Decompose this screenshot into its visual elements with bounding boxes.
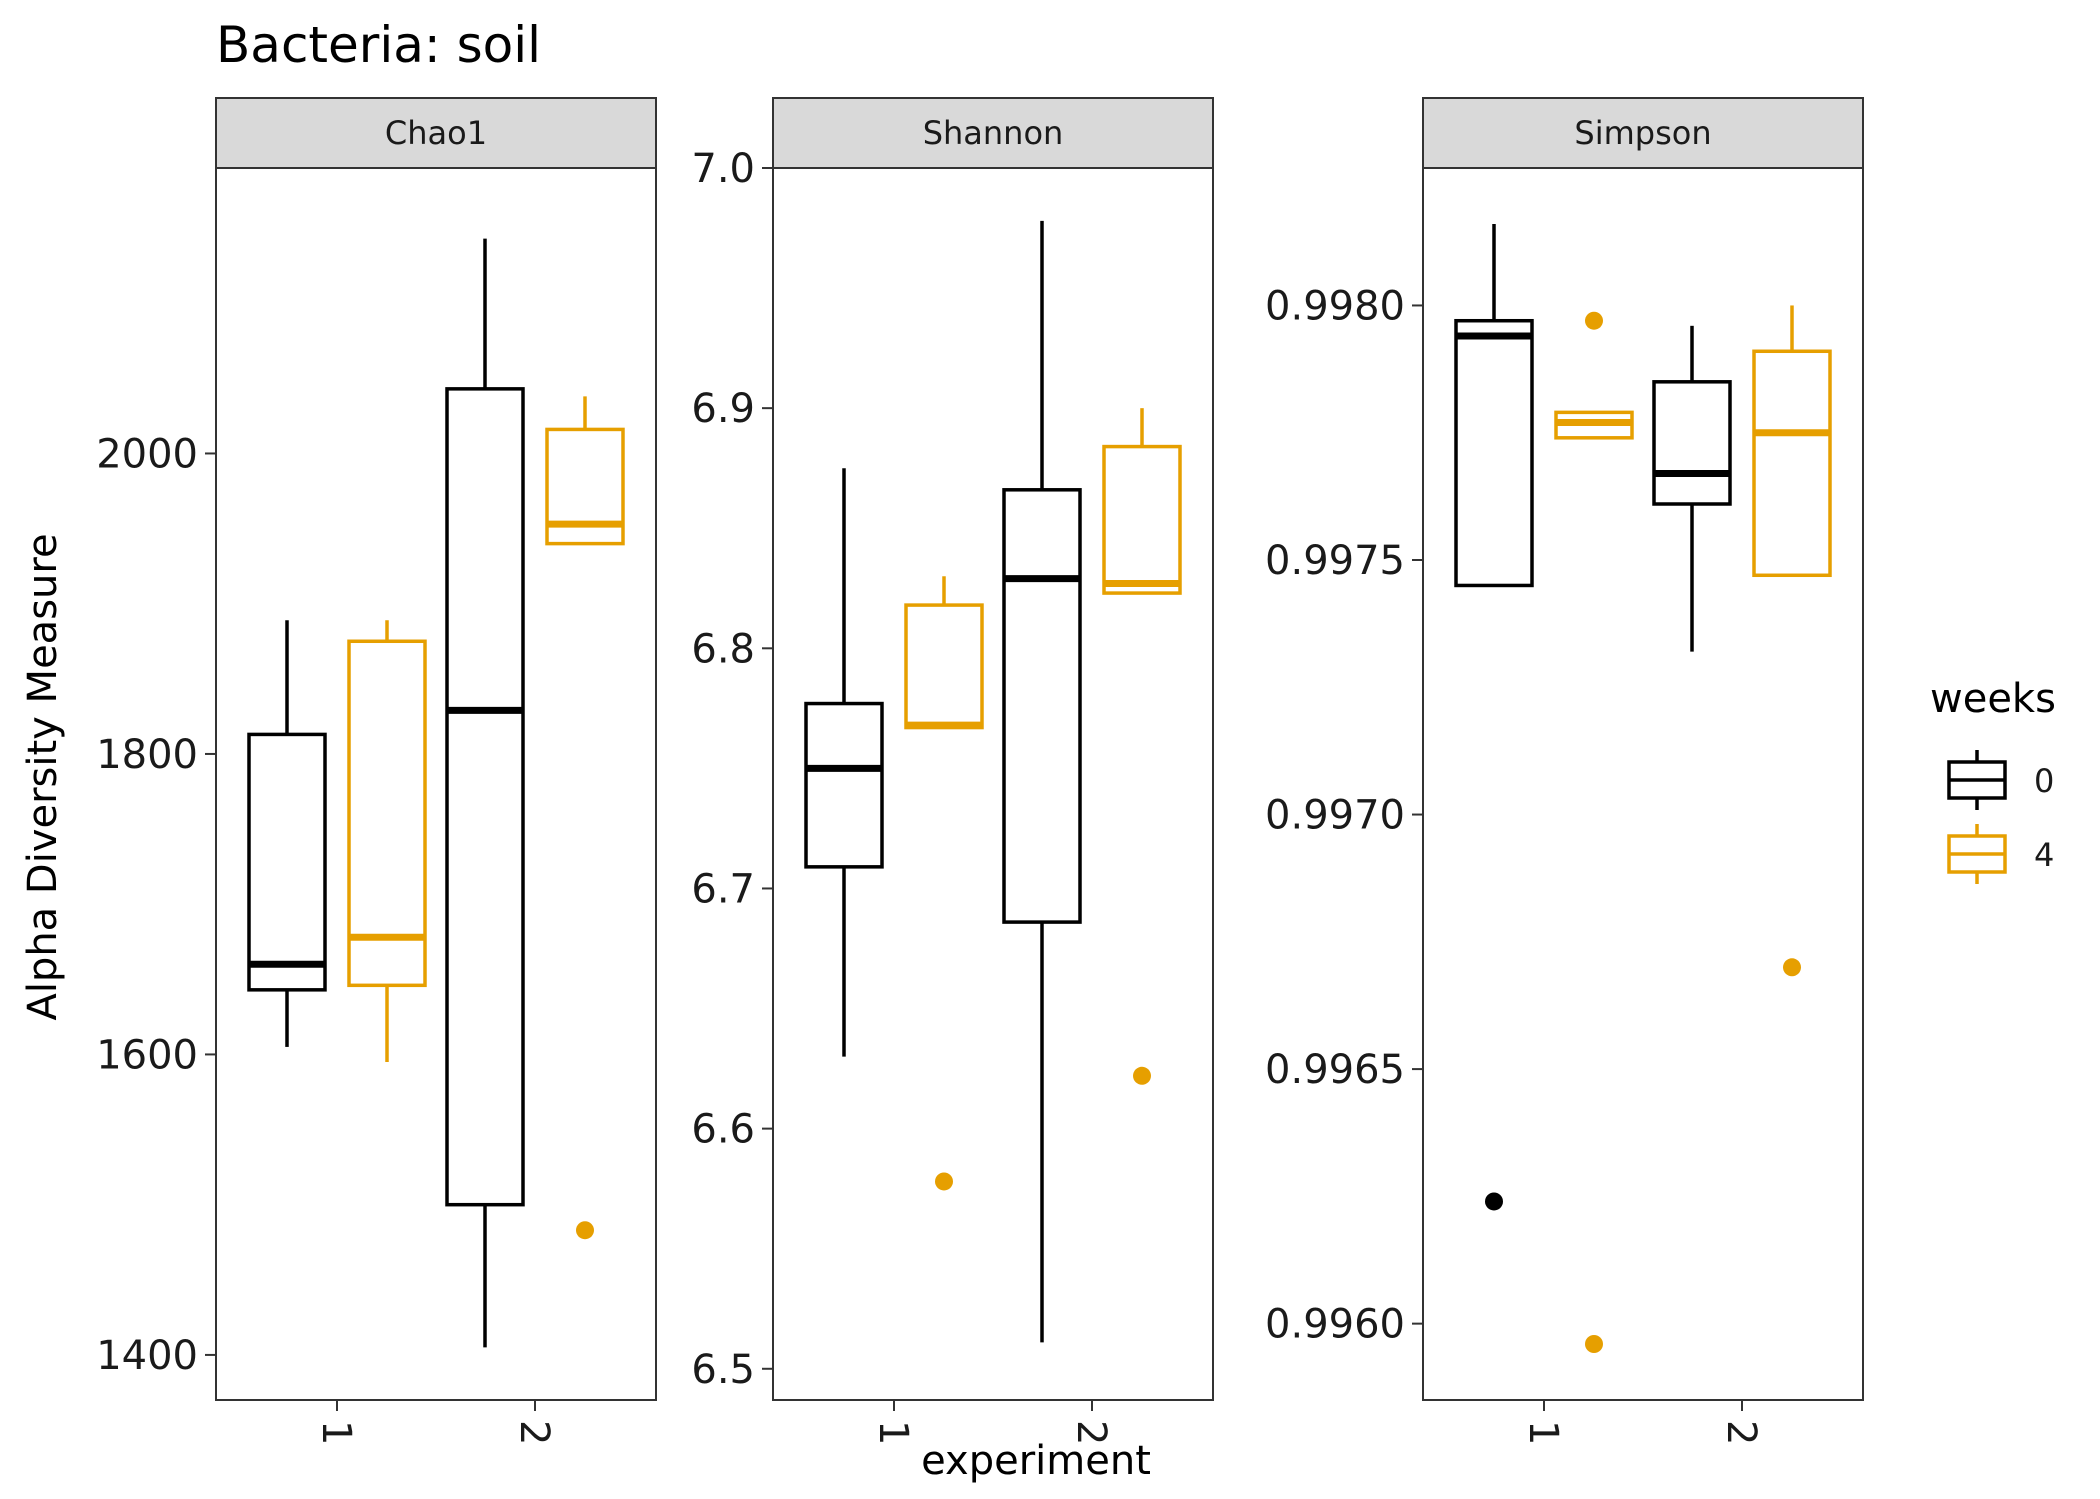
box-simpson-exp1-weeks4 (1554, 311, 1634, 1353)
y-tick-label-simpson: 0.9980 (1265, 283, 1405, 329)
x-tick-label-shannon: 2 (1068, 1420, 1114, 1445)
y-tick-label-simpson: 0.9960 (1265, 1302, 1405, 1348)
box-body (1752, 349, 1832, 578)
legend-label: 0 (2034, 762, 2054, 800)
box-body (1454, 318, 1534, 588)
strip-label-shannon: Shannon (923, 114, 1064, 152)
y-tick-label-shannon: 6.7 (691, 866, 755, 912)
box-body (1652, 380, 1732, 506)
y-axis-title: Alpha Diversity Measure (20, 533, 66, 1020)
plot-area-chao1 (215, 167, 657, 1401)
chart-title: Bacteria: soil (216, 16, 541, 74)
outlier-point (935, 1172, 953, 1191)
outlier-point (576, 1221, 594, 1240)
panel-simpson: Simpson 0.9960 0.9965 0.9970 0.9975 0.9980 1 2 (1265, 97, 1864, 1445)
legend-label: 4 (2034, 836, 2054, 874)
outlier-point (1585, 311, 1603, 330)
y-tick-label-chao1: 1600 (96, 1032, 198, 1078)
legend-entry-weeks-4: 4 (1947, 824, 2054, 884)
box-body (545, 427, 625, 546)
plot-area-simpson (1422, 167, 1864, 1401)
box-body (247, 732, 327, 992)
outlier-point (1783, 958, 1801, 977)
panel-shannon: Shannon 6.5 6.6 6.7 6.8 6.9 7.0 1 2 (691, 97, 1214, 1445)
legend: weeks 0 4 (1930, 676, 2056, 884)
box-simpson-exp1-weeks0 (1454, 224, 1534, 1211)
plot-area-shannon (772, 167, 1214, 1401)
strip-shannon (772, 97, 1214, 169)
box-chao1-exp2-weeks4 (545, 396, 625, 1240)
outlier-point (1485, 1192, 1503, 1211)
y-tick-label-shannon: 6.8 (691, 626, 755, 672)
box-simpson-exp2-weeks4 (1752, 305, 1832, 977)
y-tick-label-shannon: 6.5 (691, 1347, 755, 1393)
strip-label-simpson: Simpson (1574, 114, 1711, 152)
y-tick-label-simpson: 0.9970 (1265, 793, 1405, 839)
box-shannon-exp1-weeks0 (804, 468, 884, 1057)
y-tick-label-chao1: 1400 (96, 1333, 198, 1379)
legend-entry-weeks-0: 0 (1947, 750, 2054, 810)
y-tick-label-shannon: 6.9 (691, 386, 755, 432)
box-chao1-exp1-weeks0 (247, 620, 327, 1047)
box-simpson-exp2-weeks0 (1652, 325, 1732, 652)
strip-label-chao1: Chao1 (385, 114, 487, 152)
strip-chao1 (215, 97, 657, 169)
box-body (1102, 444, 1182, 595)
panel-chao1: Chao1 1400 1600 1800 2000 1 2 (96, 97, 657, 1445)
y-tick-label-chao1: 1800 (96, 732, 198, 778)
x-axis-title: experiment (921, 1438, 1151, 1484)
x-tick-label-simpson: 2 (1718, 1420, 1764, 1445)
x-tick-label-chao1: 2 (511, 1420, 557, 1445)
box-body (804, 701, 884, 869)
box-body (347, 639, 427, 988)
outlier-point (1585, 1335, 1603, 1353)
y-tick-label-shannon: 7.0 (691, 146, 755, 192)
box-shannon-exp1-weeks4 (904, 576, 984, 1191)
box-shannon-exp2-weeks4 (1102, 408, 1182, 1085)
box-body (1002, 488, 1082, 924)
x-tick-label-chao1: 1 (313, 1420, 359, 1445)
y-tick-label-shannon: 6.6 (691, 1107, 755, 1153)
outlier-point (1133, 1066, 1151, 1085)
y-tick-label-simpson: 0.9965 (1265, 1047, 1405, 1093)
x-tick-label-shannon: 1 (870, 1420, 916, 1445)
box-chao1-exp1-weeks4 (347, 620, 427, 1062)
strip-simpson (1422, 97, 1864, 169)
box-shannon-exp2-weeks0 (1002, 220, 1082, 1343)
box-body (445, 387, 525, 1207)
y-tick-label-simpson: 0.9975 (1265, 538, 1405, 584)
box-chao1-exp2-weeks0 (445, 238, 525, 1348)
facet-panels: Chao1 1400 1600 1800 2000 1 2 Shannon 6.5 6.6 6.7 6… (96, 97, 1864, 1445)
y-tick-label-chao1: 2000 (96, 431, 198, 477)
legend-title: weeks (1930, 676, 2056, 722)
x-tick-label-simpson: 1 (1520, 1420, 1566, 1445)
